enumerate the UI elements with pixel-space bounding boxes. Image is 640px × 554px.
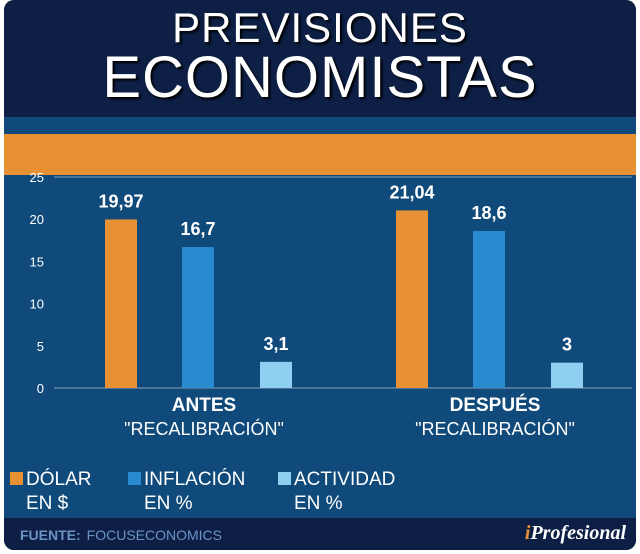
legend-unit: EN % <box>294 493 343 514</box>
title-line1: PREVISIONES <box>172 4 468 51</box>
bar-chart: 0 5 10 15 20 25 19,97 21,04 16,7 18,6 3,1 3 <box>30 170 632 396</box>
bar-dólar <box>105 219 137 388</box>
logo-text: Profesional <box>530 522 626 544</box>
y-tick-label: 15 <box>30 254 44 269</box>
category-despues: DESPUÉS "RECALIBRACIÓN" <box>375 395 615 440</box>
y-tick-label: 25 <box>30 170 44 185</box>
infographic: PREVISIONES ECONOMISTAS 0 5 10 15 20 25 19,97 2… <box>4 0 636 550</box>
legend-swatch <box>128 472 141 485</box>
bar-dólar <box>396 210 428 388</box>
legend-unit: EN $ <box>26 493 69 514</box>
y-tick-label: 5 <box>37 339 44 354</box>
logo-i: i <box>524 522 531 544</box>
category-antes: ANTES "RECALIBRACIÓN" <box>84 395 324 440</box>
bar-actividad <box>260 361 292 388</box>
legend-swatch <box>10 472 23 485</box>
source-name: FOCUSECONOMICS <box>86 527 223 543</box>
source-label: FUENTE: <box>20 527 81 543</box>
legend-swatch <box>278 472 291 485</box>
bar-inflación <box>182 247 214 388</box>
title-line2: ECONOMISTAS <box>102 45 538 110</box>
data-label: 16,7 <box>180 219 215 239</box>
legend-label: DÓLAR <box>26 469 92 490</box>
category-subtitle: "RECALIBRACIÓN" <box>124 419 284 439</box>
source: FUENTE: FOCUSECONOMICS <box>20 527 222 543</box>
legend-label: ACTIVIDAD <box>294 469 396 490</box>
category-subtitle: "RECALIBRACIÓN" <box>415 419 575 439</box>
bar-actividad <box>551 362 583 388</box>
data-label: 3 <box>562 335 572 355</box>
legend-inflacion: INFLACIÓN EN % <box>128 468 245 516</box>
category-title: ANTES <box>171 395 237 416</box>
data-label: 21,04 <box>389 182 434 202</box>
data-label: 3,1 <box>263 334 288 354</box>
bar-inflación <box>473 231 505 388</box>
data-label: 19,97 <box>98 191 143 211</box>
y-tick-label: 10 <box>30 297 44 312</box>
y-tick-label: 20 <box>30 212 44 227</box>
legend-label: INFLACIÓN <box>144 469 246 490</box>
legend-dolar: DÓLAR EN $ <box>10 468 91 516</box>
brand-logo: iProfesional <box>525 522 626 545</box>
data-label: 18,6 <box>471 203 506 223</box>
orange-band <box>4 134 636 175</box>
header: PREVISIONES ECONOMISTAS <box>4 0 636 117</box>
legend-actividad: ACTIVIDAD EN % <box>278 468 395 516</box>
y-tick-label: 0 <box>37 381 44 396</box>
footer: FUENTE: FOCUSECONOMICS iProfesional <box>4 518 636 550</box>
category-title: DESPUÉS <box>449 395 541 416</box>
legend-unit: EN % <box>144 493 193 514</box>
